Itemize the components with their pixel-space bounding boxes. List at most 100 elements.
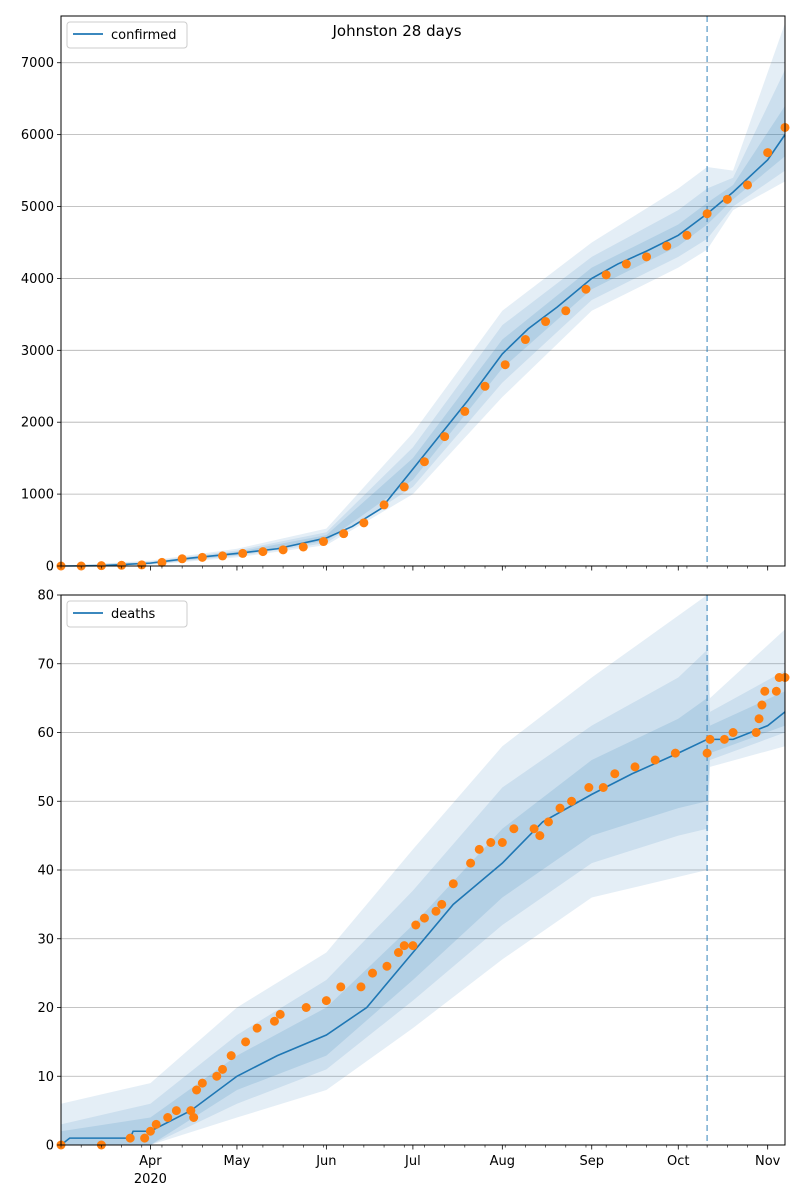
observed-point bbox=[541, 317, 551, 327]
observed-point bbox=[321, 996, 331, 1006]
observed-point bbox=[610, 769, 620, 779]
y-tick-label: 3000 bbox=[21, 344, 54, 359]
observed-point bbox=[650, 755, 660, 765]
observed-point bbox=[368, 968, 378, 978]
observed-point bbox=[186, 1106, 196, 1116]
observed-point bbox=[529, 824, 539, 834]
observed-point bbox=[719, 734, 729, 744]
y-tick-label: 10 bbox=[37, 1070, 54, 1085]
y-tick-label: 0 bbox=[46, 1139, 54, 1154]
observed-point bbox=[301, 1003, 311, 1012]
observed-point bbox=[399, 941, 409, 951]
observed-point bbox=[197, 552, 207, 562]
x-tick-label: Aug bbox=[490, 1154, 515, 1169]
observed-point bbox=[117, 560, 127, 570]
observed-point bbox=[670, 748, 680, 758]
observed-point bbox=[241, 1037, 251, 1047]
legend-box bbox=[66, 600, 188, 628]
y-tick-label: 60 bbox=[37, 726, 54, 741]
observed-point bbox=[662, 241, 672, 251]
legend-label: deaths bbox=[111, 607, 156, 622]
observed-point bbox=[356, 982, 366, 992]
observed-point bbox=[757, 700, 767, 710]
observed-point bbox=[509, 824, 519, 834]
x-tick-label: Jul bbox=[404, 1154, 421, 1169]
x-tick-label: Apr bbox=[139, 1154, 162, 1169]
observed-point bbox=[275, 1009, 285, 1019]
inner-band bbox=[61, 105, 785, 567]
observed-point bbox=[269, 1016, 279, 1026]
observed-point bbox=[238, 548, 248, 558]
legend: deaths bbox=[66, 600, 188, 628]
observed-point bbox=[359, 518, 369, 528]
observed-point bbox=[140, 1133, 150, 1143]
observed-point bbox=[318, 537, 328, 547]
confirmed-panel: 0 1000 2000 3000 4000 5000 6000 7000 confirmed bbox=[21, 15, 790, 575]
x-year-label: 2020 bbox=[134, 1172, 167, 1187]
observed-point bbox=[771, 686, 781, 696]
observed-point bbox=[543, 817, 553, 827]
observed-point bbox=[189, 1113, 199, 1122]
observed-point bbox=[278, 545, 288, 555]
observed-point bbox=[252, 1023, 262, 1033]
observed-point bbox=[535, 831, 545, 841]
observed-point bbox=[460, 406, 470, 416]
y-tick-label: 6000 bbox=[21, 128, 54, 143]
observed-point bbox=[760, 686, 770, 696]
y-tick-label: 20 bbox=[37, 1001, 54, 1016]
x-tick-label: Oct bbox=[667, 1154, 689, 1169]
observed-point bbox=[702, 748, 712, 758]
y-tick-label: 70 bbox=[37, 657, 54, 672]
observed-point bbox=[437, 899, 447, 909]
middle-band bbox=[61, 69, 785, 566]
observed-point bbox=[336, 982, 346, 992]
observed-point bbox=[598, 783, 608, 792]
observed-point bbox=[177, 554, 187, 564]
observed-point bbox=[125, 1133, 135, 1143]
observed-point bbox=[466, 858, 476, 868]
observed-point bbox=[157, 557, 167, 567]
y-tick-label: 40 bbox=[37, 864, 54, 879]
observed-point bbox=[728, 728, 738, 737]
observed-point bbox=[382, 961, 392, 971]
observed-point bbox=[500, 360, 510, 370]
model-line bbox=[60, 711, 786, 1146]
observed-point bbox=[520, 335, 530, 345]
y-tick-label: 4000 bbox=[21, 272, 54, 287]
observed-point bbox=[163, 1113, 173, 1122]
observed-point bbox=[642, 252, 652, 262]
observed-point bbox=[393, 948, 403, 957]
observed-point bbox=[197, 1078, 207, 1088]
outer-band bbox=[61, 595, 785, 1145]
observed-point bbox=[218, 1064, 228, 1074]
observed-point bbox=[763, 148, 773, 158]
observed-point bbox=[497, 838, 507, 847]
observed-point bbox=[702, 209, 712, 219]
y-tick-label: 50 bbox=[37, 795, 54, 810]
x-tick-label: Jun bbox=[315, 1154, 336, 1169]
legend-box bbox=[66, 21, 188, 49]
observed-point bbox=[408, 941, 418, 951]
figure-title: Johnston 28 days bbox=[331, 22, 461, 40]
observed-point bbox=[486, 838, 496, 847]
observed-point bbox=[339, 529, 349, 539]
y-tick-label: 7000 bbox=[21, 56, 54, 71]
observed-point bbox=[722, 194, 732, 204]
observed-point bbox=[601, 270, 611, 280]
observed-point bbox=[567, 796, 577, 806]
y-tick-label: 30 bbox=[37, 932, 54, 947]
observed-point bbox=[630, 762, 640, 772]
legend-label: confirmed bbox=[111, 28, 177, 43]
observed-point bbox=[212, 1071, 222, 1081]
observed-point bbox=[399, 482, 409, 492]
y-tick-label: 80 bbox=[37, 589, 54, 604]
legend: confirmed bbox=[66, 21, 188, 49]
observed-point bbox=[145, 1126, 155, 1136]
observed-point bbox=[561, 306, 571, 316]
observed-point bbox=[682, 230, 692, 240]
observed-point bbox=[480, 381, 490, 391]
observed-point bbox=[419, 913, 429, 923]
observed-point bbox=[137, 560, 147, 570]
observed-point bbox=[581, 284, 591, 294]
